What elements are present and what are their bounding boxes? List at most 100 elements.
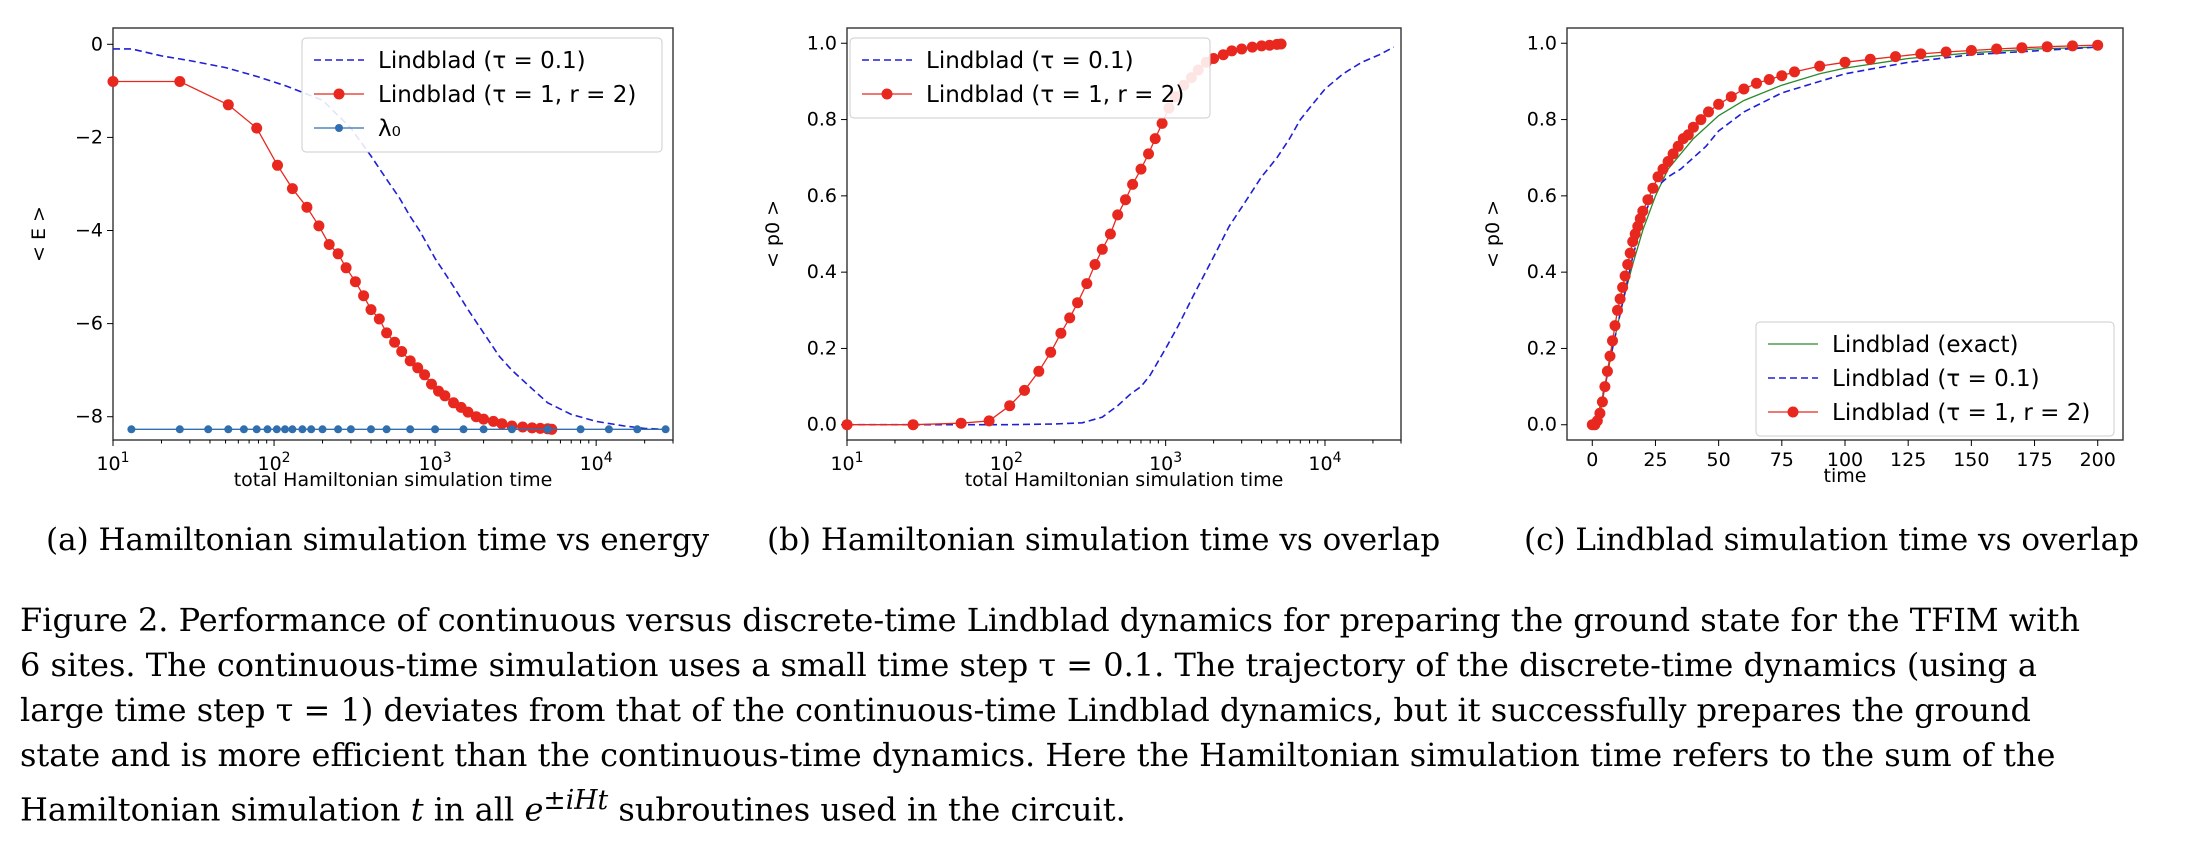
data-point	[1619, 270, 1631, 282]
y-tick-label: −4	[75, 220, 103, 242]
data-point	[1864, 53, 1876, 65]
data-point	[404, 355, 416, 367]
data-point	[313, 220, 325, 232]
data-point	[1045, 346, 1057, 358]
data-point	[419, 369, 431, 381]
data-point	[1089, 259, 1101, 270]
x-tick-label: 103	[1149, 450, 1182, 475]
y-tick-label: 0.6	[1527, 185, 1557, 207]
data-point	[1612, 304, 1623, 316]
subcaption-c: (c) Lindblad simulation time vs overlap	[1524, 522, 2139, 558]
x-tick-label: 25	[1643, 449, 1667, 471]
x-axis-label: total Hamiltonian simulation time	[965, 469, 1284, 491]
data-point	[307, 425, 316, 434]
data-point	[298, 425, 307, 434]
data-point	[373, 313, 385, 325]
y-tick-label: 1.0	[1527, 32, 1557, 54]
data-point	[517, 421, 529, 433]
data-point	[1601, 365, 1613, 377]
data-point	[2067, 40, 2078, 52]
data-point	[251, 122, 263, 134]
data-point	[323, 239, 335, 250]
data-point	[1609, 320, 1621, 332]
y-tick-label: 0.2	[807, 337, 837, 359]
data-point	[301, 201, 313, 213]
data-point	[439, 390, 451, 402]
x-tick-label: 104	[1308, 450, 1341, 475]
data-point	[222, 99, 234, 111]
data-point	[431, 425, 440, 434]
data-point	[507, 425, 516, 434]
data-point	[576, 425, 585, 434]
x-tick-label: 75	[1770, 449, 1794, 471]
legend-marker	[1787, 406, 1799, 418]
x-tick-label: 200	[2080, 449, 2116, 471]
data-point	[367, 425, 375, 434]
plot-frame	[112, 27, 674, 441]
data-point	[1019, 384, 1030, 396]
y-tick-label: 0.4	[807, 261, 837, 283]
data-point	[1594, 407, 1606, 419]
y-tick-label: 0.0	[1527, 414, 1557, 436]
data-point	[1256, 40, 1268, 52]
legend-box	[1755, 321, 2115, 437]
x-tick-label: 101	[96, 450, 129, 475]
x-axis-label: total Hamiltonian simulation time	[234, 469, 553, 491]
data-point	[1599, 381, 1611, 393]
data-point	[526, 422, 538, 434]
legend-label: Lindblad (τ = 0.1)	[926, 48, 1134, 74]
data-point	[272, 425, 281, 434]
y-axis-label: < p0 >	[762, 200, 784, 268]
caption-text: subroutines used in the circuit.	[608, 790, 1126, 829]
caption-text: Hamiltonian simulation	[20, 790, 411, 829]
data-point	[1890, 51, 1901, 63]
y-tick-label: 0.8	[1527, 109, 1557, 131]
data-point	[1614, 293, 1626, 305]
x-tick-label: 101	[830, 450, 863, 475]
data-point	[281, 425, 289, 434]
data-point	[1246, 41, 1258, 53]
y-tick-label: 0.4	[1527, 261, 1557, 283]
x-tick-label: 102	[257, 450, 290, 475]
data-point	[174, 76, 186, 87]
caption-line: Figure 2. Performance of continuous vers…	[20, 601, 2080, 639]
data-point	[1033, 365, 1045, 377]
data-point	[1622, 259, 1634, 270]
data-point	[1814, 60, 1826, 72]
caption-text: in all	[423, 790, 525, 829]
data-point	[841, 419, 853, 431]
caption-math-exponent: ±iHt	[543, 785, 609, 816]
y-tick-label: 0.0	[807, 414, 837, 436]
data-point	[1738, 83, 1750, 95]
data-point	[1725, 91, 1737, 103]
data-point	[1096, 243, 1108, 255]
data-point	[1695, 114, 1707, 126]
data-point	[263, 425, 272, 434]
x-tick-label: 102	[990, 450, 1023, 475]
data-point	[349, 276, 361, 288]
x-tick-label: 150	[1953, 449, 1989, 471]
data-point	[239, 425, 248, 434]
data-point	[633, 425, 642, 434]
data-point	[1004, 400, 1016, 412]
data-point	[1143, 148, 1154, 160]
overlap-time-plot-panel: 0.0 0.2 0.4 0.6 0.8 1.0 0 25 50 75 100 125 150 175 200…	[1482, 27, 2124, 487]
x-tick-label: 104	[580, 450, 613, 475]
legend-box	[849, 37, 1211, 119]
data-point	[1081, 278, 1093, 290]
data-point	[396, 346, 408, 357]
legend-label: Lindblad (exact)	[1832, 332, 2018, 358]
data-point	[479, 425, 488, 434]
data-point	[2041, 41, 2053, 53]
data-point	[1127, 178, 1139, 190]
data-point	[288, 425, 297, 434]
data-point	[224, 425, 233, 434]
x-tick-label: 175	[2016, 449, 2052, 471]
data-point	[496, 418, 508, 430]
legend-label: Lindblad (τ = 0.1)	[1832, 366, 2040, 392]
subcaption-a: (a) Hamiltonian simulation time vs energ…	[46, 522, 710, 558]
data-point	[332, 248, 344, 260]
data-point	[1637, 205, 1649, 217]
data-point	[1991, 43, 2003, 55]
